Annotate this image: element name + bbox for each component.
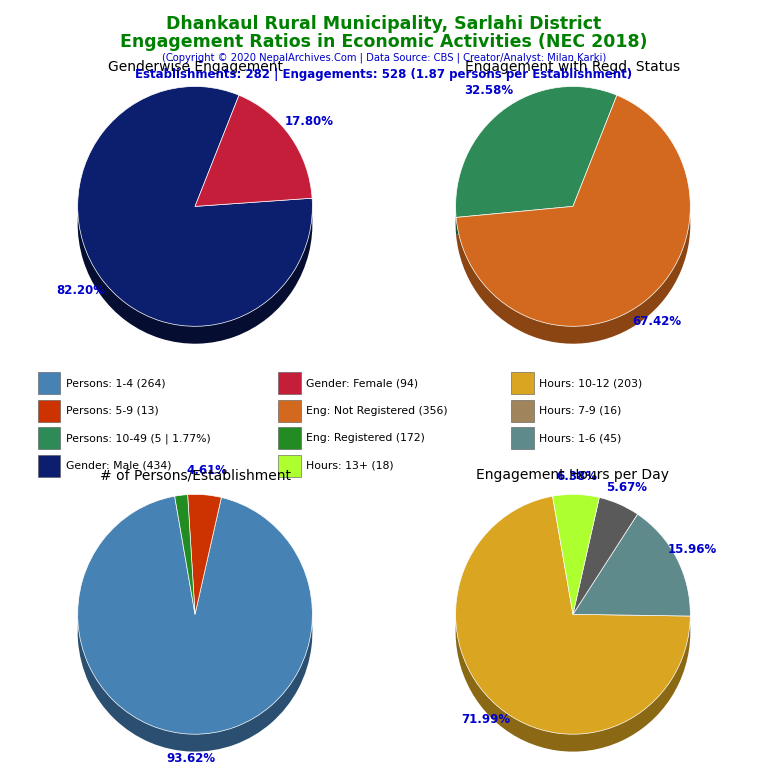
Wedge shape <box>456 95 690 326</box>
Bar <box>278 427 300 449</box>
Title: Genderwise Engagement: Genderwise Engagement <box>108 60 283 74</box>
Text: Establishments: 282 | Engagements: 528 (1.87 persons per Establishment): Establishments: 282 | Engagements: 528 (… <box>135 68 633 81</box>
Wedge shape <box>187 495 221 614</box>
Title: Engagement Hours per Day: Engagement Hours per Day <box>476 468 670 482</box>
Title: # of Persons/Establishment: # of Persons/Establishment <box>100 468 290 482</box>
Wedge shape <box>553 511 599 632</box>
Wedge shape <box>174 512 195 632</box>
Bar <box>38 427 61 449</box>
Wedge shape <box>187 511 221 632</box>
Text: Eng: Registered (172): Eng: Registered (172) <box>306 433 425 443</box>
Wedge shape <box>553 495 599 614</box>
Wedge shape <box>573 515 637 632</box>
Text: 5.67%: 5.67% <box>606 481 647 494</box>
Wedge shape <box>456 113 690 344</box>
Wedge shape <box>78 104 313 344</box>
Text: Gender: Male (434): Gender: Male (434) <box>66 461 171 471</box>
Wedge shape <box>573 514 690 616</box>
Text: 15.96%: 15.96% <box>667 543 717 556</box>
Text: Dhankaul Rural Municipality, Sarlahi District: Dhankaul Rural Municipality, Sarlahi Dis… <box>167 15 601 33</box>
Wedge shape <box>455 514 690 752</box>
Text: Hours: 10-12 (203): Hours: 10-12 (203) <box>539 379 643 389</box>
Text: Hours: 1-6 (45): Hours: 1-6 (45) <box>539 433 622 443</box>
Bar <box>38 400 61 422</box>
Bar <box>511 372 534 394</box>
Title: Engagement with Regd. Status: Engagement with Regd. Status <box>465 60 680 74</box>
Text: 71.99%: 71.99% <box>461 713 510 726</box>
Bar <box>278 400 300 422</box>
Bar <box>278 372 300 394</box>
Wedge shape <box>455 87 617 217</box>
Text: 67.42%: 67.42% <box>633 316 681 329</box>
Text: Persons: 5-9 (13): Persons: 5-9 (13) <box>66 406 159 415</box>
Wedge shape <box>78 514 313 752</box>
Text: Hours: 7-9 (16): Hours: 7-9 (16) <box>539 406 622 415</box>
Wedge shape <box>195 113 312 223</box>
Bar <box>38 455 61 477</box>
Wedge shape <box>455 496 690 734</box>
Wedge shape <box>195 95 312 207</box>
Text: Hours: 13+ (18): Hours: 13+ (18) <box>306 461 394 471</box>
Wedge shape <box>78 496 313 734</box>
Wedge shape <box>78 87 313 326</box>
Wedge shape <box>174 495 195 614</box>
Wedge shape <box>455 104 617 235</box>
Text: 93.62%: 93.62% <box>167 752 216 765</box>
Text: Engagement Ratios in Economic Activities (NEC 2018): Engagement Ratios in Economic Activities… <box>121 33 647 51</box>
Text: Eng: Not Registered (356): Eng: Not Registered (356) <box>306 406 448 415</box>
Bar <box>511 427 534 449</box>
Text: 17.80%: 17.80% <box>284 115 333 128</box>
Bar <box>278 455 300 477</box>
Text: Persons: 10-49 (5 | 1.77%): Persons: 10-49 (5 | 1.77%) <box>66 433 210 444</box>
Text: 4.61%: 4.61% <box>186 465 227 478</box>
Text: 32.58%: 32.58% <box>465 84 514 98</box>
Text: (Copyright © 2020 NepalArchives.Com | Data Source: CBS | Creator/Analyst: Milan : (Copyright © 2020 NepalArchives.Com | Da… <box>162 52 606 63</box>
Text: 82.20%: 82.20% <box>57 284 105 297</box>
Text: 6.38%: 6.38% <box>556 470 597 483</box>
Bar <box>38 372 61 394</box>
Wedge shape <box>573 498 637 614</box>
Text: Gender: Female (94): Gender: Female (94) <box>306 379 419 389</box>
Text: Persons: 1-4 (264): Persons: 1-4 (264) <box>66 379 166 389</box>
Bar <box>511 400 534 422</box>
Wedge shape <box>573 531 690 634</box>
